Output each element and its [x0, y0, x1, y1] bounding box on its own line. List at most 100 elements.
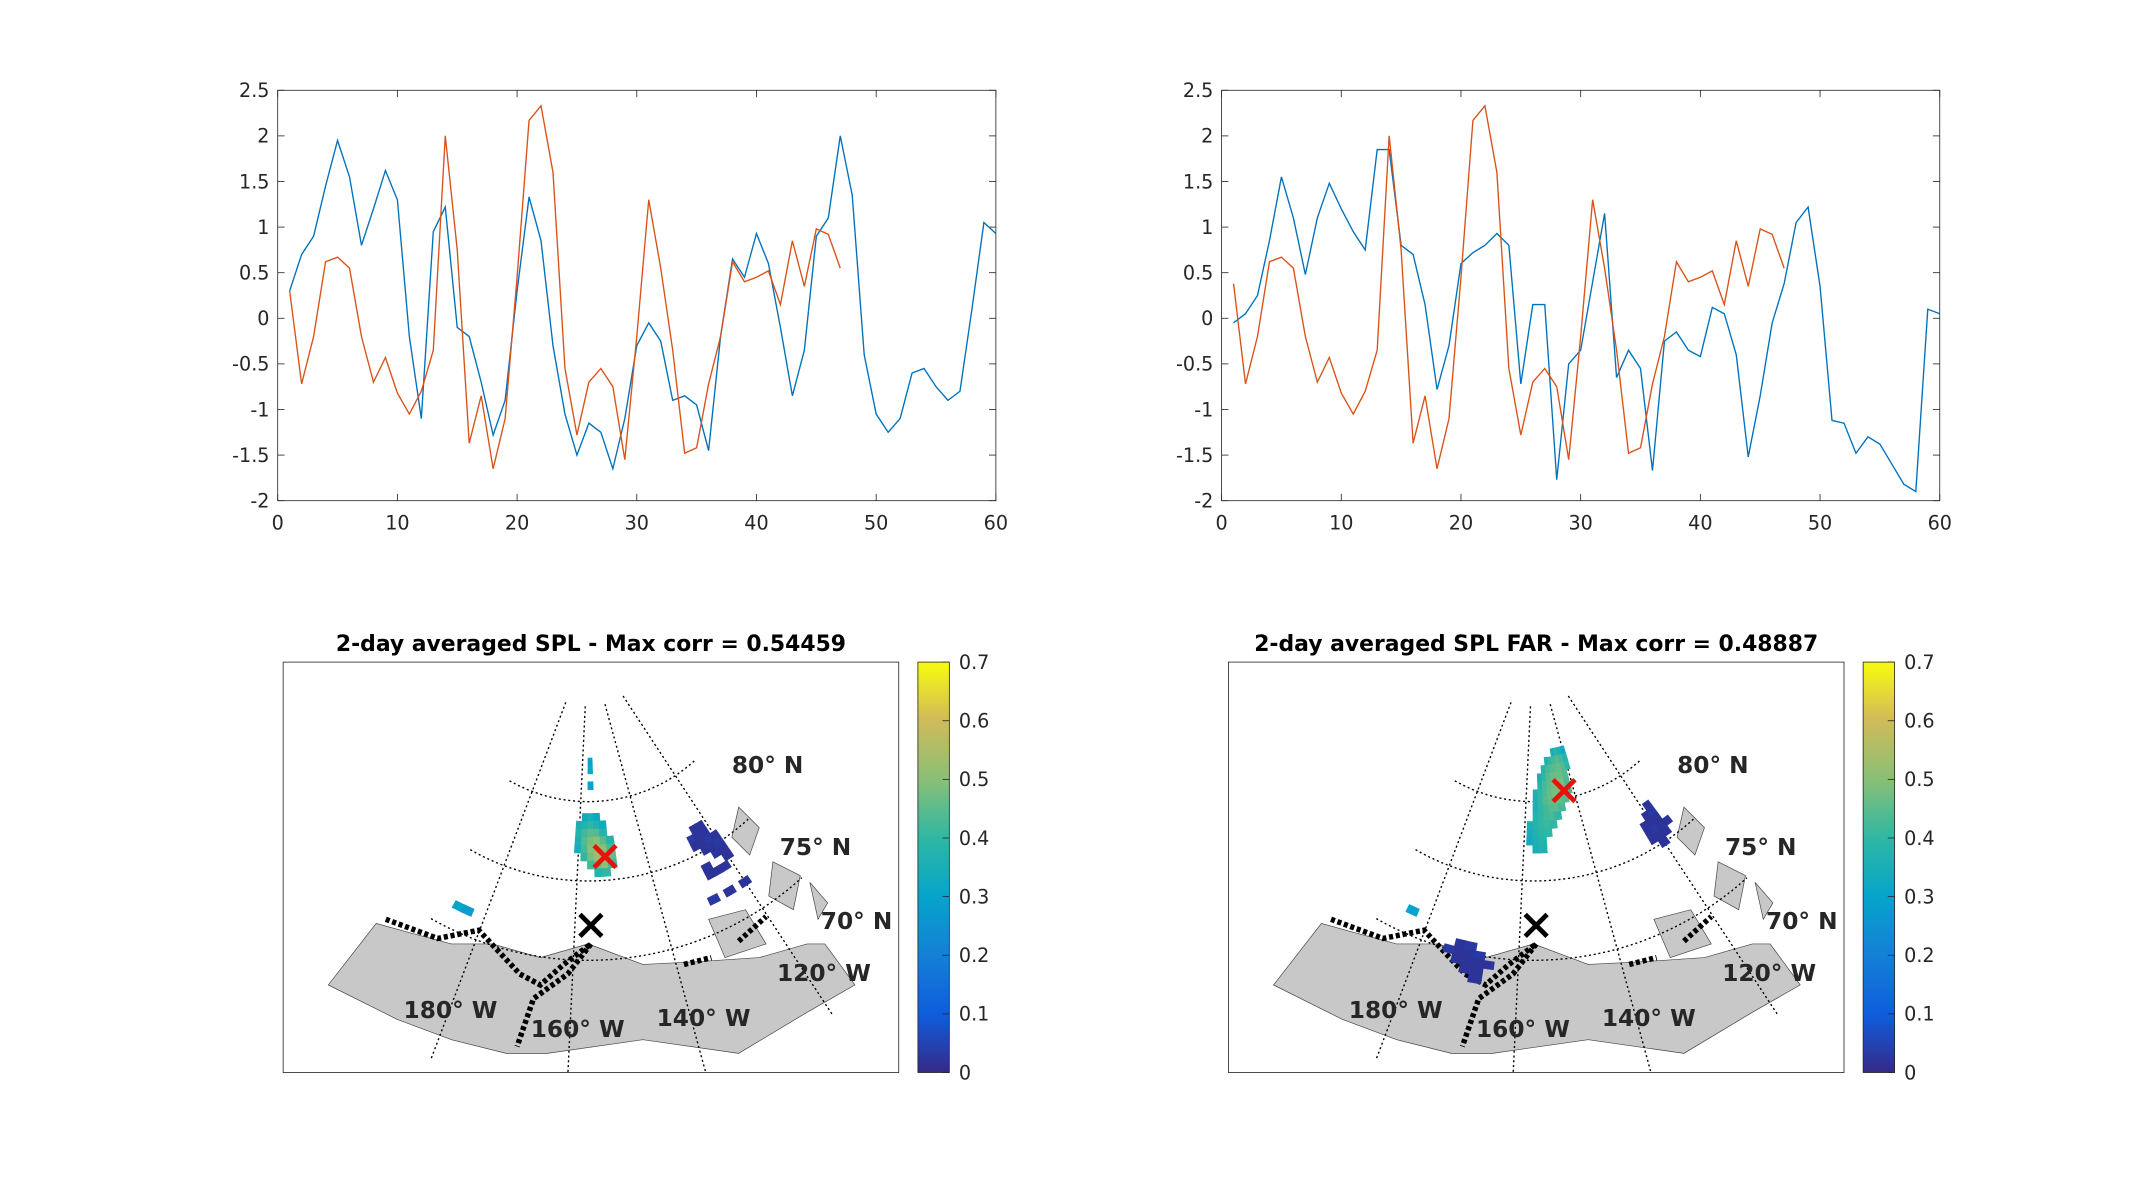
- meridian: [604, 703, 707, 1072]
- x-tick-label: 30: [1568, 511, 1592, 534]
- max-corr-marker: [592, 843, 618, 870]
- data-cell: [587, 781, 594, 791]
- map-title: 2-day averaged SPL FAR - Max corr = 0.48…: [1254, 632, 1818, 657]
- max-corr-marker: [1551, 777, 1577, 804]
- colorbar: [917, 661, 950, 1073]
- meridian-label: 160° W: [531, 1016, 625, 1043]
- data-cell: [587, 765, 594, 775]
- meridian-label: 120° W: [777, 960, 871, 987]
- colorbar-tick-label: 0.3: [959, 885, 989, 908]
- colorbar-tick-label: 0.1: [1904, 1003, 1934, 1026]
- data-cell: [605, 835, 615, 845]
- x-tick-label: 50: [864, 511, 888, 534]
- colorbar-tick-label: 0.6: [1904, 710, 1934, 733]
- data-cell: [1561, 769, 1569, 779]
- series-line: [288, 104, 841, 469]
- colorbar-tick-label: 0: [1904, 1061, 1916, 1084]
- meridian-label: 180° W: [1349, 997, 1443, 1024]
- parallel-label: 75° N: [780, 834, 852, 861]
- island: [1653, 909, 1712, 959]
- data-cell: [698, 826, 711, 839]
- island: [809, 882, 829, 921]
- data-cell: [1526, 829, 1535, 838]
- y-tick-label: 2.5: [1183, 79, 1213, 102]
- data-cell: [1657, 835, 1671, 849]
- y-tick-label: -1.5: [232, 444, 269, 467]
- meridian: [1375, 702, 1512, 1059]
- parallel-label: 70° N: [821, 908, 893, 935]
- land: [1273, 923, 1801, 1054]
- data-cell: [587, 852, 597, 862]
- colorbar-tick-label: 0.2: [1904, 944, 1934, 967]
- y-tick-label: -0.5: [232, 353, 269, 376]
- y-tick-label: 2: [257, 125, 269, 148]
- coastline: [514, 942, 594, 1048]
- data-cell: [1526, 836, 1535, 846]
- parallel: [1375, 877, 1748, 962]
- data-cell: [737, 874, 753, 889]
- colorbar-tick-label: 0.3: [1904, 885, 1934, 908]
- map-area: [327, 695, 856, 1073]
- data-cell: [575, 828, 584, 838]
- x-tick-label: 0: [272, 511, 284, 534]
- data-cell: [580, 844, 590, 854]
- meridian-label: 180° W: [404, 997, 498, 1024]
- data-cell: [706, 893, 722, 906]
- axes-box: [277, 89, 997, 502]
- island: [1676, 806, 1705, 856]
- y-tick-label: -1.5: [1176, 444, 1213, 467]
- colorbar-tick-label: 0: [959, 1061, 971, 1084]
- colorbar-tick-label: 0.7: [959, 651, 989, 674]
- series-line: [289, 135, 997, 472]
- y-tick-label: 0: [257, 307, 269, 330]
- data-cell: [1467, 973, 1483, 985]
- data-cell: [716, 842, 730, 855]
- data-cell: [1480, 959, 1495, 971]
- island: [768, 861, 801, 911]
- data-cell: [580, 852, 590, 862]
- x-tick-label: 10: [385, 511, 409, 534]
- data-cell: [1660, 814, 1674, 827]
- x-tick-label: 40: [1688, 511, 1712, 534]
- meridian-label: 140° W: [1602, 1005, 1696, 1032]
- data-cell: [581, 821, 590, 830]
- x-tick-label: 60: [1928, 511, 1952, 534]
- data-cell: [599, 828, 608, 838]
- data-cell: [580, 836, 590, 846]
- data-cell: [1559, 745, 1567, 755]
- x-tick-label: 50: [1808, 511, 1832, 534]
- x-tick-label: 0: [1215, 511, 1227, 534]
- data-cell: [1659, 825, 1673, 838]
- island: [731, 806, 760, 856]
- data-cell: [1561, 752, 1569, 763]
- y-tick-label: 0.5: [1183, 262, 1213, 285]
- coastline: [736, 914, 768, 944]
- data-cell: [587, 821, 595, 830]
- colorbar-tick-label: 0.2: [959, 944, 989, 967]
- x-tick-label: 20: [1449, 511, 1473, 534]
- parallel-label: 80° N: [732, 752, 804, 779]
- colorbar-tick-label: 0.7: [1904, 651, 1934, 674]
- data-cell: [720, 848, 735, 862]
- meridian-label: 120° W: [1722, 960, 1816, 987]
- coastline: [1628, 954, 1658, 968]
- series-line: [1233, 148, 1940, 493]
- meridian: [567, 706, 586, 1073]
- x-tick-label: 60: [984, 511, 1008, 534]
- data-cell: [601, 867, 612, 877]
- y-tick-label: -1: [1194, 398, 1213, 421]
- y-tick-label: 2: [1201, 125, 1213, 148]
- data-cell: [1538, 836, 1548, 846]
- meridian-label: 160° W: [1476, 1016, 1570, 1043]
- data-cell: [1553, 810, 1563, 821]
- coastline: [683, 954, 712, 968]
- parallel-label: 75° N: [1725, 834, 1797, 861]
- data-cell: [1549, 819, 1558, 830]
- data-cell: [460, 904, 475, 917]
- coastline: [384, 916, 593, 989]
- x-tick-label: 10: [1329, 511, 1353, 534]
- parallel: [430, 877, 803, 962]
- data-cell: [1558, 802, 1567, 812]
